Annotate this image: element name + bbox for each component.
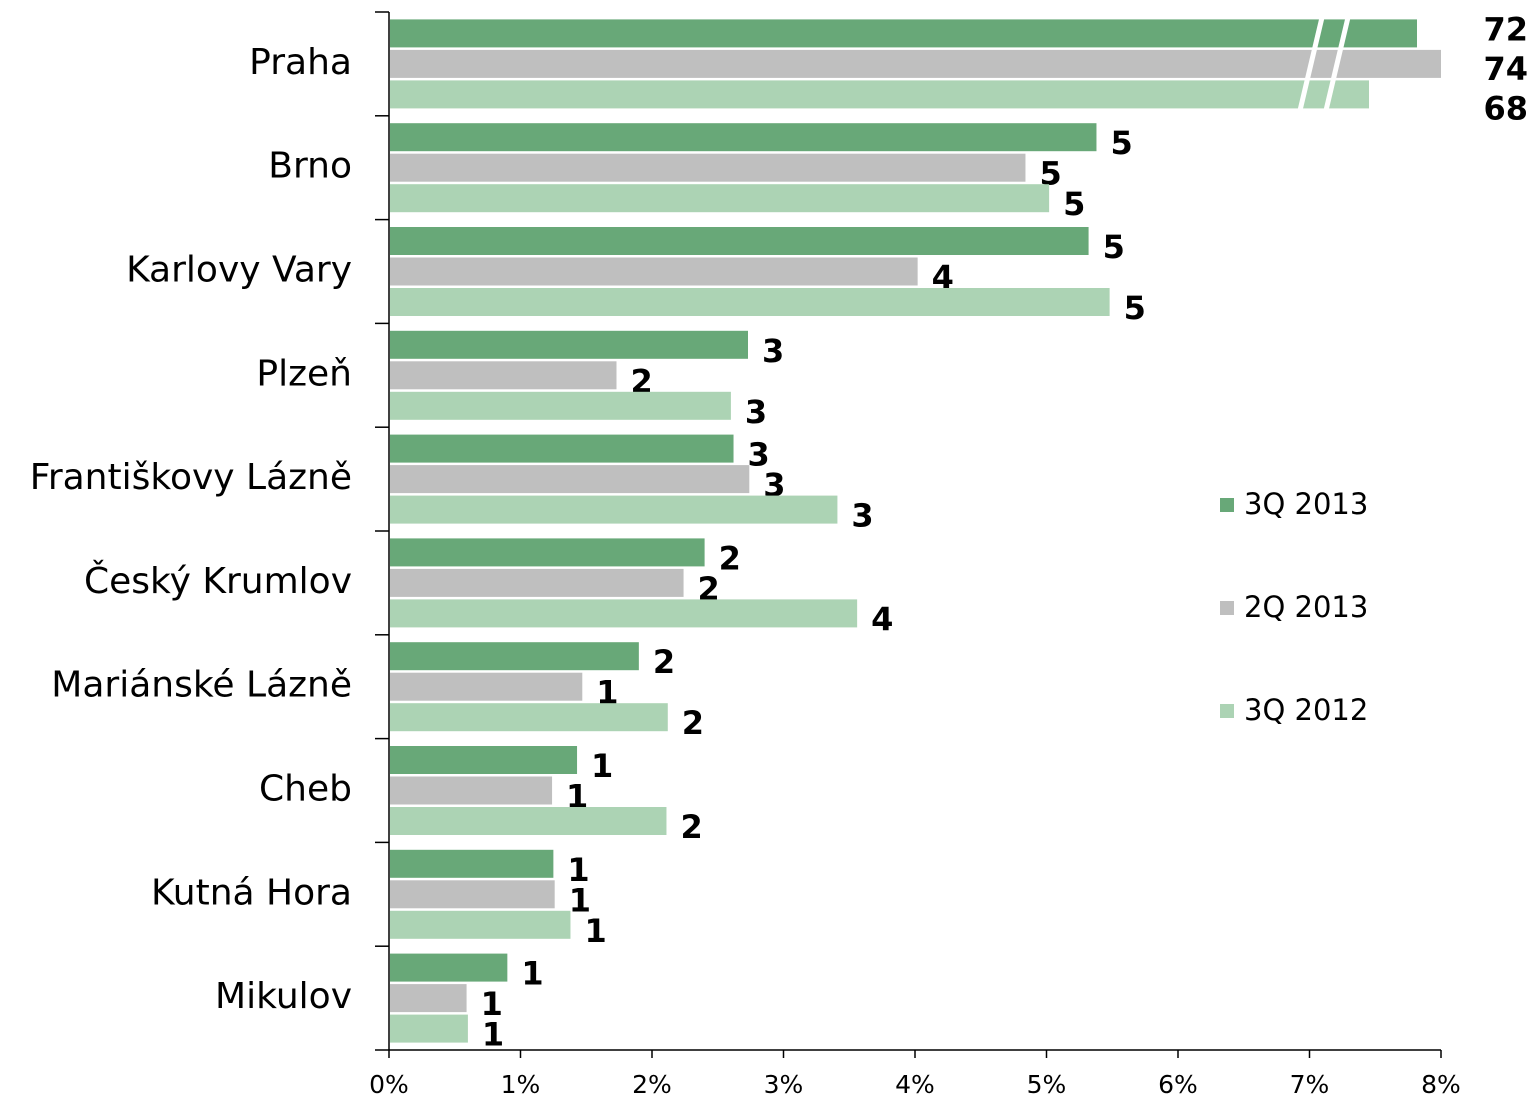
value-label: 4 — [932, 259, 954, 297]
category-label: Cheb — [259, 769, 352, 810]
x-tick-label: 3% — [764, 1070, 804, 1099]
value-label: 1 — [596, 674, 618, 712]
bar — [390, 495, 838, 524]
x-tick-label: 8% — [1421, 1070, 1461, 1099]
bar — [390, 434, 734, 463]
category-label: Plzeň — [256, 353, 352, 394]
category-label: Brno — [268, 146, 352, 187]
bar — [390, 80, 1369, 109]
value-label: 1 — [591, 747, 613, 785]
bar — [390, 568, 684, 597]
value-label: 5 — [1124, 289, 1146, 327]
bar — [390, 288, 1110, 316]
bar — [390, 599, 858, 628]
axis-break — [1323, 16, 1351, 111]
value-label: 1 — [482, 1016, 504, 1054]
bar — [390, 330, 748, 359]
value-label: 1 — [521, 955, 543, 993]
bar — [390, 953, 508, 982]
value-label: 2 — [719, 539, 741, 577]
value-label: 5 — [1039, 155, 1061, 193]
value-label: 5 — [1110, 124, 1132, 162]
category-label: Praha — [249, 42, 352, 83]
value-label: 1 — [566, 778, 588, 816]
category-label: Karlovy Vary — [126, 250, 352, 291]
bar — [390, 703, 668, 732]
x-tick-label: 7% — [1290, 1070, 1330, 1099]
bar — [390, 227, 1089, 255]
bar — [390, 538, 705, 567]
category-label: Kutná Hora — [151, 872, 352, 913]
value-label: 3 — [763, 466, 785, 504]
axis-break — [1297, 16, 1325, 111]
value-label: 72 — [1483, 10, 1528, 48]
value-label: 2 — [653, 643, 675, 681]
legend-swatch — [1220, 704, 1234, 718]
value-label: 1 — [584, 912, 606, 950]
bar — [390, 49, 1441, 78]
value-label: 2 — [680, 808, 702, 846]
legend-label: 3Q 2013 — [1244, 487, 1368, 521]
bar — [390, 1014, 468, 1043]
value-label: 3 — [748, 436, 770, 474]
value-label: 5 — [1103, 228, 1125, 266]
x-tick-label: 1% — [501, 1070, 541, 1099]
bar — [390, 776, 553, 805]
x-tick-label: 0% — [369, 1070, 409, 1099]
legend-label: 2Q 2013 — [1244, 590, 1368, 624]
legend-label: 3Q 2012 — [1244, 693, 1368, 727]
value-label: 2 — [630, 362, 652, 400]
value-label: 74 — [1483, 50, 1528, 88]
value-label: 4 — [871, 600, 893, 638]
bar — [390, 880, 555, 909]
bar — [390, 807, 667, 835]
value-label: 2 — [698, 570, 720, 608]
bar — [390, 19, 1417, 48]
bar — [390, 123, 1097, 152]
value-label: 1 — [567, 851, 589, 889]
category-label: Český Krumlov — [84, 560, 352, 602]
value-label: 68 — [1483, 89, 1528, 127]
category-label: Mariánské Lázně — [51, 665, 352, 706]
bar — [390, 672, 583, 701]
x-tick-label: 4% — [895, 1070, 935, 1099]
bar — [390, 984, 467, 1013]
value-label: 3 — [851, 497, 873, 535]
bar — [390, 257, 918, 286]
value-label: 1 — [569, 881, 591, 919]
bar — [390, 153, 1026, 182]
bar — [390, 465, 750, 494]
bar — [390, 849, 554, 878]
bar — [390, 746, 578, 774]
bar — [390, 910, 571, 939]
bar — [390, 642, 639, 671]
bar — [390, 391, 731, 420]
value-label: 2 — [682, 704, 704, 742]
x-tick-label: 6% — [1158, 1070, 1198, 1099]
bar — [390, 184, 1050, 213]
bar — [390, 361, 617, 390]
legend-swatch — [1220, 498, 1234, 512]
category-label: Františkovy Lázně — [30, 457, 352, 498]
x-tick-label: 2% — [632, 1070, 672, 1099]
value-label: 1 — [481, 985, 503, 1023]
category-label: Mikulov — [215, 976, 352, 1017]
legend-swatch — [1220, 601, 1234, 615]
x-tick-label: 5% — [1027, 1070, 1067, 1099]
value-label: 3 — [745, 393, 767, 431]
value-label: 3 — [762, 332, 784, 370]
value-label: 5 — [1063, 185, 1085, 223]
